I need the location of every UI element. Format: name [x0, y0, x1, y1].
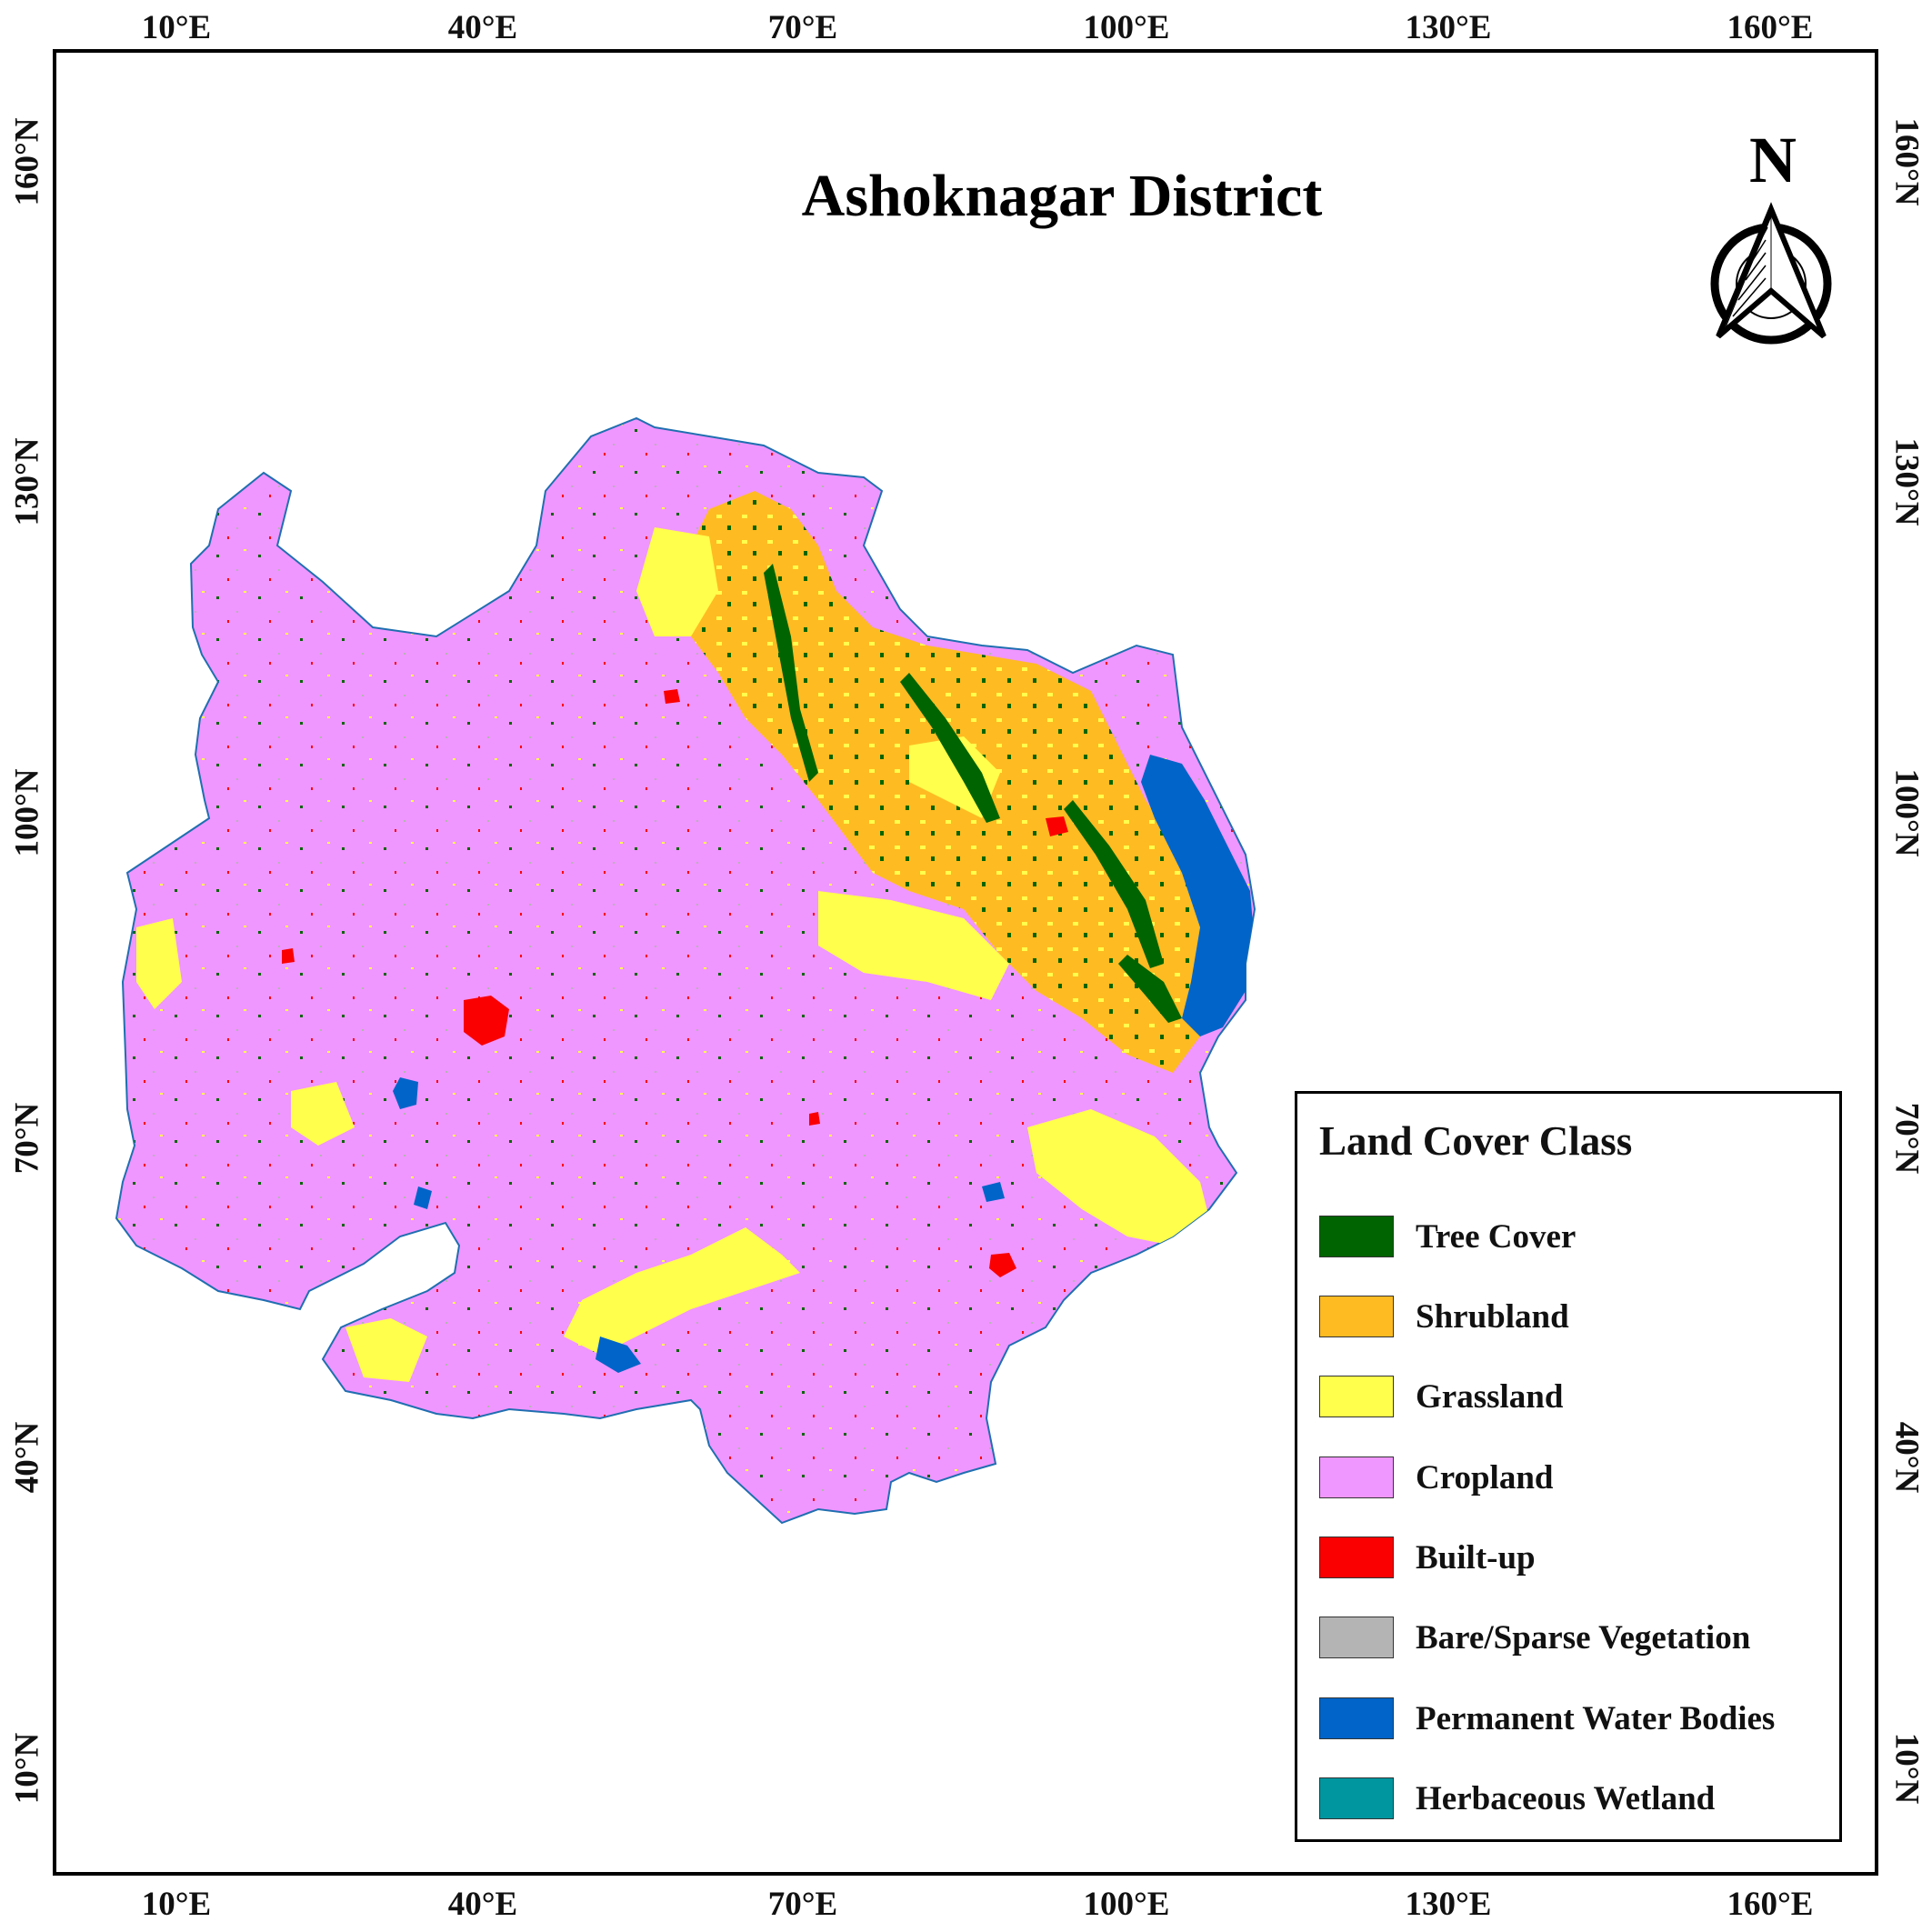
grassland-region	[345, 1318, 427, 1382]
water-body	[393, 1077, 418, 1109]
legend-label: Cropland	[1416, 1459, 1554, 1497]
built-up-area	[989, 1253, 1016, 1277]
grassland-region	[136, 918, 182, 1009]
north-arrow: N	[1700, 127, 1846, 364]
x-tick-top-label: 130°E	[1405, 9, 1492, 46]
tree-cover-region	[1064, 800, 1164, 968]
x-tick-bottom-label: 130°E	[1405, 1886, 1492, 1923]
legend-swatch	[1319, 1376, 1394, 1417]
tree-cover-region	[764, 564, 818, 782]
legend-label: Built-up	[1416, 1539, 1536, 1577]
x-tick-top-label: 70°E	[767, 9, 838, 46]
legend-swatch	[1319, 1617, 1394, 1658]
built-up-area	[464, 996, 509, 1046]
grassland-region	[564, 1227, 800, 1355]
legend-swatch	[1319, 1457, 1394, 1498]
legend-title: Land Cover Class	[1319, 1118, 1633, 1164]
legend-item: Cropland	[1319, 1457, 1828, 1500]
grassland-region	[1027, 1109, 1209, 1246]
map-frame	[53, 49, 1878, 1876]
legend-label: Herbaceous Wetland	[1416, 1780, 1716, 1817]
x-tick-top-label: 160°E	[1727, 9, 1814, 46]
built-up-area	[664, 689, 680, 704]
grassland-region	[818, 891, 1009, 1000]
x-tick-bottom-label: 100°E	[1083, 1886, 1170, 1923]
grassland-region	[291, 1082, 355, 1146]
legend-item: Bare/Sparse Vegetation	[1319, 1617, 1828, 1660]
legend-label: Grassland	[1416, 1378, 1564, 1416]
legend-item: Grassland	[1319, 1376, 1828, 1419]
x-tick-bottom-label: 40°E	[447, 1886, 518, 1923]
x-tick-top-label: 40°E	[447, 9, 518, 46]
legend-swatch	[1319, 1697, 1394, 1739]
grassland-region	[636, 527, 718, 636]
x-tick-bottom-label: 70°E	[767, 1886, 838, 1923]
x-tick-bottom-label: 160°E	[1727, 1886, 1814, 1923]
legend-label: Bare/Sparse Vegetation	[1416, 1619, 1751, 1657]
legend-label: Shrubland	[1416, 1298, 1569, 1336]
x-tick-bottom-label: 10°E	[141, 1886, 212, 1923]
legend-label: Tree Cover	[1416, 1218, 1577, 1256]
legend-swatch	[1319, 1216, 1394, 1257]
legend-swatch	[1319, 1296, 1394, 1337]
legend-item: Tree Cover	[1319, 1216, 1828, 1259]
map-title: Ashoknagar District	[801, 163, 1323, 229]
legend-item: Shrubland	[1319, 1296, 1828, 1339]
legend-swatch	[1319, 1537, 1394, 1578]
legend-item: Built-up	[1319, 1537, 1828, 1580]
x-tick-top-label: 10°E	[141, 9, 212, 46]
tree-cover-region	[900, 673, 1000, 823]
north-letter: N	[1749, 124, 1797, 196]
built-up-area	[282, 948, 295, 964]
legend: Land Cover Class Tree Cover Shrubland Gr…	[1295, 1091, 1842, 1842]
built-up-area	[809, 1112, 820, 1126]
legend-swatch	[1319, 1777, 1394, 1819]
legend-label: Permanent Water Bodies	[1416, 1700, 1776, 1737]
built-up-area	[1046, 816, 1068, 836]
legend-item: Permanent Water Bodies	[1319, 1697, 1828, 1741]
x-tick-top-label: 100°E	[1083, 9, 1170, 46]
water-body	[596, 1336, 641, 1373]
water-body	[982, 1182, 1005, 1202]
north-arrow-icon	[1710, 202, 1832, 345]
legend-item: Herbaceous Wetland	[1319, 1777, 1828, 1821]
water-body	[1141, 755, 1255, 1036]
water-body	[414, 1186, 432, 1209]
tree-cover-region	[1118, 955, 1182, 1023]
